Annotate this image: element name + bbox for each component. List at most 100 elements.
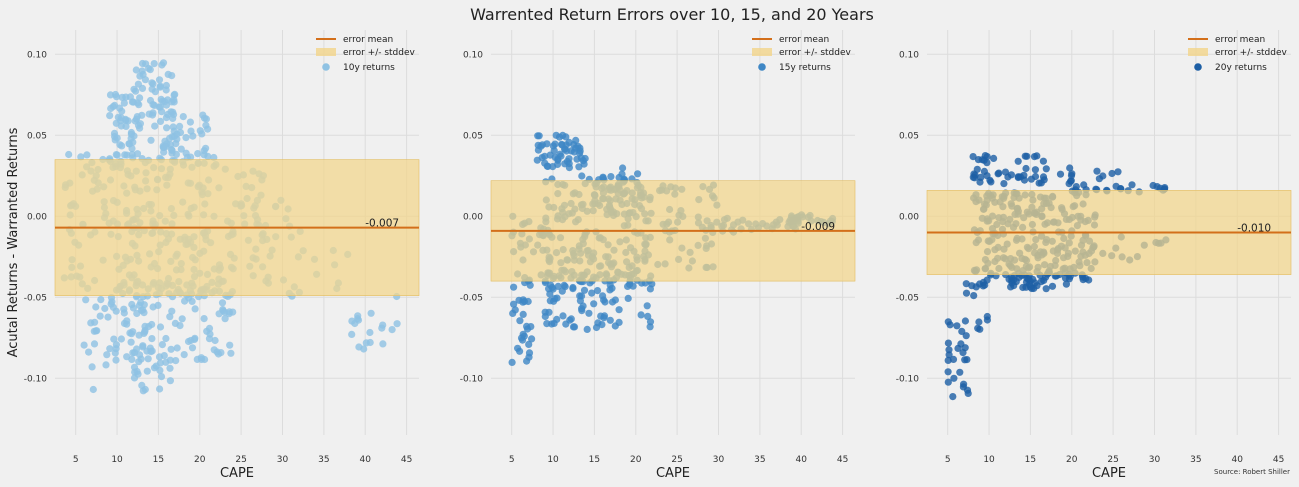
scatter-point (560, 281, 568, 289)
y-tick-label: -0.10 (24, 374, 48, 384)
mean-value-label: -0.010 (1237, 223, 1271, 235)
scatter-point (646, 318, 655, 326)
scatter-point (537, 142, 545, 150)
scatter-point (509, 283, 518, 291)
scatter-point (103, 351, 111, 359)
scatter-point (1022, 164, 1030, 173)
scatter-point (167, 345, 175, 353)
scatter-point (104, 313, 112, 321)
x-tick-label: 5 (509, 455, 515, 465)
scatter-point (362, 339, 370, 347)
y-axis-label: Acutal Returns - Warranted Returns (6, 127, 21, 357)
scatter-point (516, 317, 524, 325)
scatter-point (1067, 172, 1076, 180)
scatter-point (200, 151, 208, 159)
scatter-point (134, 80, 142, 88)
scatter-point (543, 320, 551, 328)
scatter-point (1039, 157, 1047, 165)
scatter-point (585, 309, 593, 317)
scatter-point (618, 170, 626, 178)
scatter-point (1080, 181, 1088, 189)
scatter-point (166, 313, 174, 321)
x-tick-label: 25 (1107, 455, 1118, 465)
scatter-point (983, 172, 991, 180)
scatter-point (132, 66, 140, 74)
scatter-point (202, 144, 210, 152)
scatter-point (1042, 285, 1050, 293)
scatter-point (160, 148, 168, 156)
scatter-point (580, 160, 588, 168)
scatter-point (599, 292, 607, 300)
scatter-point (516, 347, 524, 355)
x-tick-label: 15 (153, 455, 164, 465)
scatter-point (1033, 282, 1041, 290)
scatter-point (980, 156, 988, 164)
scatter-point (1048, 282, 1057, 290)
scatter-point (176, 128, 185, 137)
scatter-point (607, 173, 615, 181)
x-tick-label: 35 (318, 455, 329, 465)
scatter-point (176, 322, 184, 330)
scatter-point (226, 341, 234, 349)
scatter-point (541, 152, 549, 160)
scatter-point (117, 335, 125, 343)
y-tick-label: 0.00 (463, 212, 483, 222)
scatter-point (83, 151, 91, 159)
scatter-point (646, 285, 655, 293)
scatter-point (148, 335, 156, 343)
scatter-point (88, 363, 96, 371)
y-tick-label: 0.05 (899, 131, 919, 141)
scatter-point (1025, 275, 1033, 283)
scatter-point (155, 353, 164, 361)
scatter-point (194, 150, 202, 158)
scatter-point (541, 308, 549, 316)
scatter-point (558, 287, 566, 295)
x-tick-label: 45 (401, 455, 412, 465)
scatter-point (136, 94, 144, 102)
scatter-point (113, 134, 121, 142)
y-tick-label: 0.10 (27, 50, 47, 60)
scatter-point (1033, 152, 1041, 160)
legend-label: error +/- stddev (779, 48, 852, 58)
scatter-point (129, 138, 137, 146)
scatter-point (990, 154, 998, 162)
scatter-point (963, 356, 971, 364)
scatter-point (944, 378, 952, 386)
scatter-point (145, 322, 153, 331)
x-tick-label: 30 (713, 455, 725, 465)
scatter-point (155, 76, 164, 84)
x-tick-label: 10 (983, 455, 995, 465)
scatter-point (949, 355, 958, 363)
scatter-point (149, 101, 157, 109)
scatter-point (569, 283, 577, 292)
mean-value-label: -0.007 (365, 218, 399, 230)
panel-1: -0.007 5 10 15 20 25 30 35 40 45 -0.10 -0.05 0.00 0.0… (6, 30, 420, 481)
scatter-point (210, 153, 218, 162)
scatter-point (969, 153, 977, 161)
scatter-point (1031, 166, 1039, 174)
scatter-point (1015, 273, 1023, 281)
x-tick-label: 30 (277, 455, 289, 465)
scatter-point (186, 118, 194, 126)
scatter-point (562, 147, 571, 155)
scatter-point (127, 338, 135, 346)
scatter-point (366, 328, 374, 337)
scatter-point (1153, 183, 1161, 191)
scatter-point (131, 117, 139, 125)
scatter-point (1014, 173, 1022, 182)
scatter-point (559, 312, 567, 320)
scatter-point (187, 336, 195, 345)
y-tick-label: -0.05 (896, 293, 919, 303)
legend-label: error mean (1215, 35, 1265, 45)
scatter-point (388, 326, 396, 334)
scatter-point (956, 368, 964, 376)
scatter-point (379, 321, 387, 329)
scatter-point (162, 358, 170, 366)
scatter-point (112, 93, 121, 101)
scatter-point (177, 145, 185, 153)
x-tick-label: 40 (796, 455, 808, 465)
scatter-point (149, 303, 157, 311)
scatter-point (205, 324, 214, 332)
y-tick-label: 0.10 (899, 50, 919, 60)
legend-label: 10y returns (343, 63, 395, 73)
